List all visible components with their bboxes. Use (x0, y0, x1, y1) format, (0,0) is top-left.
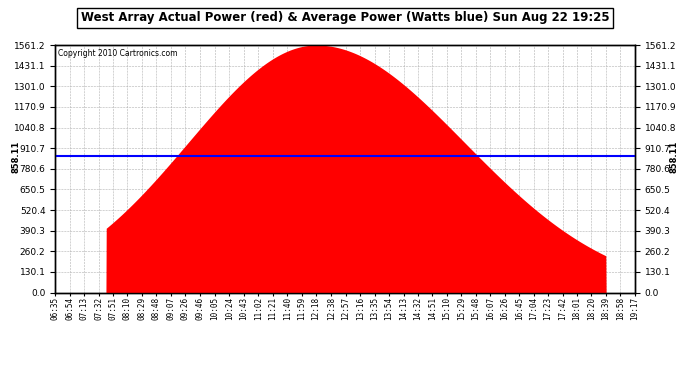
Text: West Array Actual Power (red) & Average Power (Watts blue) Sun Aug 22 19:25: West Array Actual Power (red) & Average … (81, 11, 609, 24)
Text: 858.11: 858.11 (669, 140, 678, 172)
Text: Copyright 2010 Cartronics.com: Copyright 2010 Cartronics.com (58, 49, 177, 58)
Text: 858.11: 858.11 (12, 140, 21, 172)
